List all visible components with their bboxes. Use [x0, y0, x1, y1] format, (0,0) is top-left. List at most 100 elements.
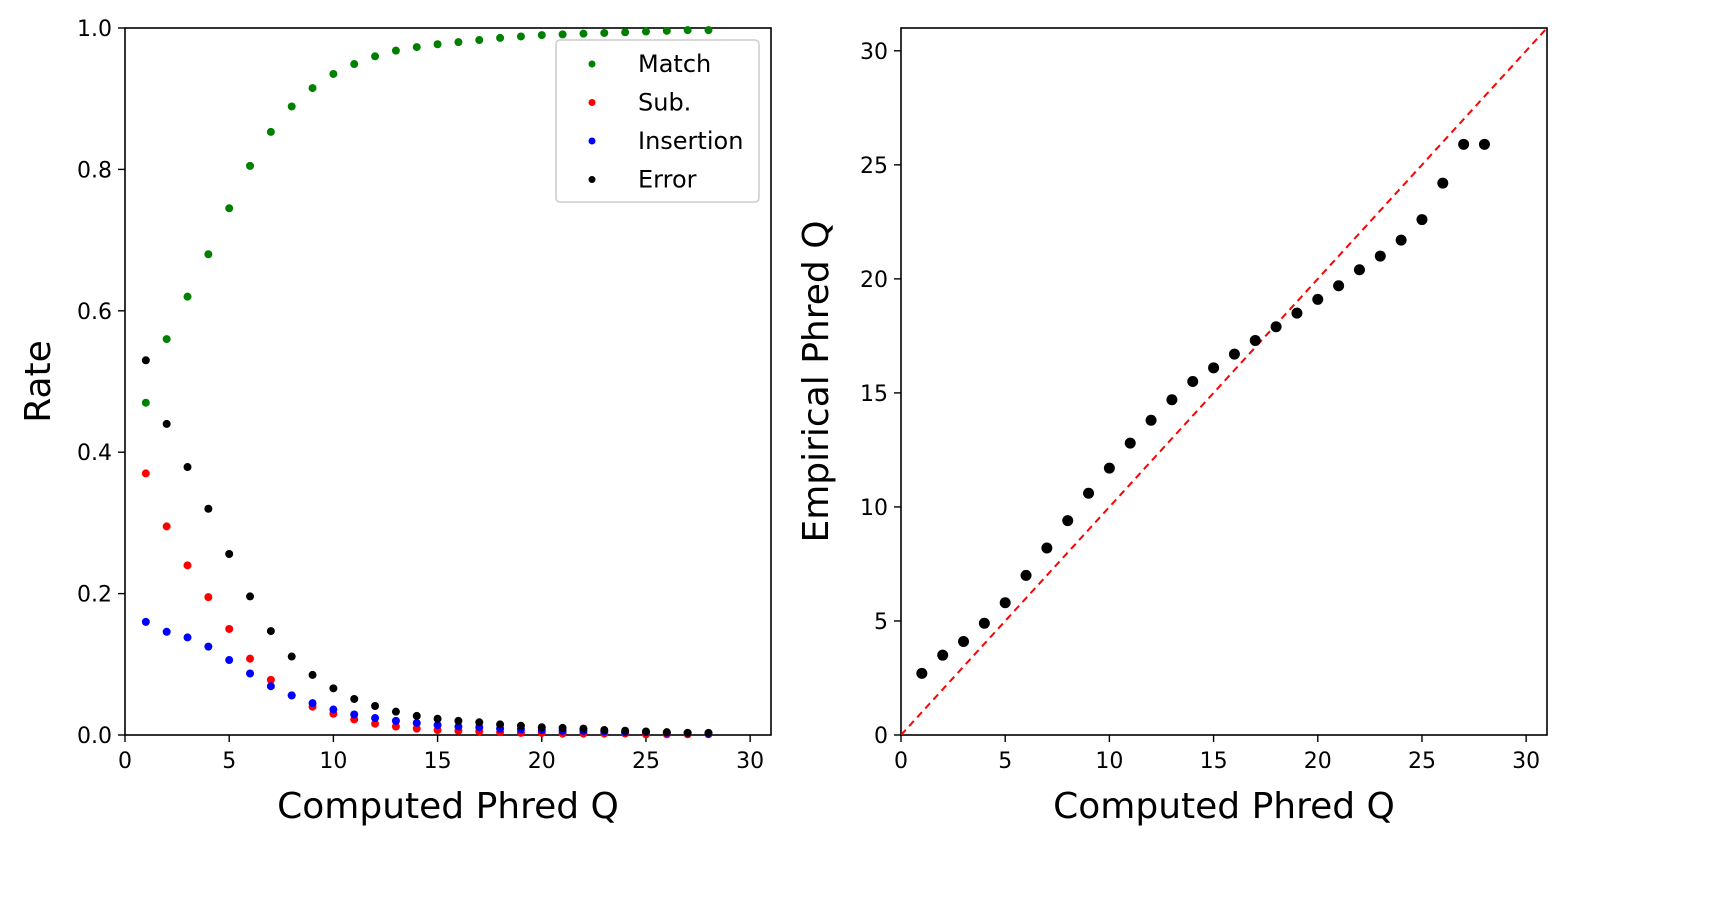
insertion-point: [287, 691, 296, 700]
y-axis-label: Empirical Phred Q: [796, 220, 837, 542]
series-point: [999, 597, 1011, 609]
series-point: [1208, 362, 1220, 374]
error-point: [683, 728, 692, 737]
match-point: [412, 43, 421, 52]
legend-marker-error: [588, 176, 596, 183]
insertion-point: [391, 716, 400, 725]
x-tick-label: 5: [222, 749, 236, 774]
match-point: [391, 46, 400, 55]
insertion-point: [183, 633, 192, 642]
x-tick-label: 15: [424, 749, 452, 774]
error-point: [204, 504, 213, 513]
sub-point: [246, 654, 255, 663]
y-tick-label: 0: [874, 724, 888, 749]
rate-scatter-plot: 0 5 10 15 20 25 30 0.0 0.2 0.4 0.6 0.8 1.0 Computed P…: [18, 17, 772, 827]
x-tick-label: 0: [118, 749, 132, 774]
insertion-point: [308, 699, 317, 708]
x-tick-label: 10: [319, 749, 347, 774]
match-point: [287, 102, 296, 111]
series-point: [916, 667, 928, 679]
series-point: [1333, 280, 1345, 292]
series-point: [1062, 515, 1074, 527]
x-tick-label: 0: [894, 749, 908, 774]
error-point: [162, 419, 171, 428]
error-point: [641, 727, 650, 736]
insertion-point: [412, 718, 421, 727]
y-axis-label: Rate: [18, 340, 59, 423]
match-point: [621, 28, 630, 37]
insertion-point: [141, 617, 150, 626]
error-point: [287, 652, 296, 661]
match-point: [329, 69, 338, 78]
series-point: [1478, 138, 1490, 150]
x-tick-label: 10: [1095, 749, 1123, 774]
error-point: [475, 718, 484, 727]
x-tick-label: 25: [1408, 749, 1436, 774]
error-point: [662, 728, 671, 737]
y-tick-label: 0.0: [77, 724, 112, 749]
phred-calibration-plot: 0 5 10 15 20 25 30 0 5 10 15 20 25 30 Computed Phred Q…: [796, 27, 1548, 827]
y-tick-label: 30: [860, 40, 888, 65]
error-point: [412, 711, 421, 720]
sub-point: [225, 624, 234, 633]
insertion-point: [204, 642, 213, 651]
insertion-point: [225, 656, 234, 665]
x-tick-label: 20: [528, 749, 556, 774]
match-point: [162, 335, 171, 344]
x-tick-label: 20: [1304, 749, 1332, 774]
series-point: [1437, 177, 1449, 189]
match-point: [516, 32, 525, 41]
error-point: [454, 716, 463, 725]
series-point: [1124, 437, 1136, 449]
match-point: [183, 292, 192, 301]
legend-marker-sub: [588, 99, 596, 106]
series-point: [1374, 250, 1386, 262]
series-point: [1458, 138, 1470, 150]
legend-label-sub: Sub.: [638, 89, 691, 117]
error-point: [225, 550, 234, 559]
series-point: [1020, 569, 1032, 581]
series-point: [958, 635, 970, 647]
error-point: [183, 463, 192, 472]
insertion-point: [371, 714, 380, 723]
series-point: [1416, 214, 1428, 226]
legend-box: [555, 39, 760, 203]
error-point: [246, 592, 255, 601]
error-point: [141, 356, 150, 365]
x-tick-label: 30: [1512, 749, 1540, 774]
match-point: [683, 26, 692, 35]
x-tick-label: 30: [736, 749, 764, 774]
series-point: [978, 617, 990, 629]
error-point: [308, 670, 317, 679]
match-point: [225, 204, 234, 213]
match-point: [350, 60, 359, 69]
series-point: [1228, 348, 1240, 360]
legend-label-match: Match: [638, 50, 711, 78]
sub-point: [183, 561, 192, 570]
match-point: [204, 250, 213, 259]
match-point: [641, 27, 650, 36]
x-axis-label: Computed Phred Q: [277, 786, 619, 827]
legend-marker-match: [588, 60, 596, 68]
insertion-point: [329, 705, 338, 714]
insertion-point: [350, 710, 359, 719]
match-point: [558, 30, 567, 39]
series-point: [1353, 264, 1365, 276]
series-point: [1041, 542, 1053, 554]
y-tick-label: 0.2: [77, 583, 112, 608]
match-point: [266, 127, 275, 136]
axes-frame: [124, 27, 772, 736]
match-point: [308, 84, 317, 93]
x-tick-label: 25: [632, 749, 660, 774]
series-point: [1249, 334, 1261, 346]
sub-point: [204, 593, 213, 602]
x-tick-label: 15: [1200, 749, 1228, 774]
y-tick-label: 0.6: [77, 300, 112, 325]
sub-point: [141, 469, 150, 478]
sub-point: [391, 722, 400, 731]
y-tick-label: 20: [860, 268, 888, 293]
y-tick-label: 0.4: [77, 441, 112, 466]
y-tick-label: 5: [874, 610, 888, 635]
insertion-point: [454, 722, 463, 731]
